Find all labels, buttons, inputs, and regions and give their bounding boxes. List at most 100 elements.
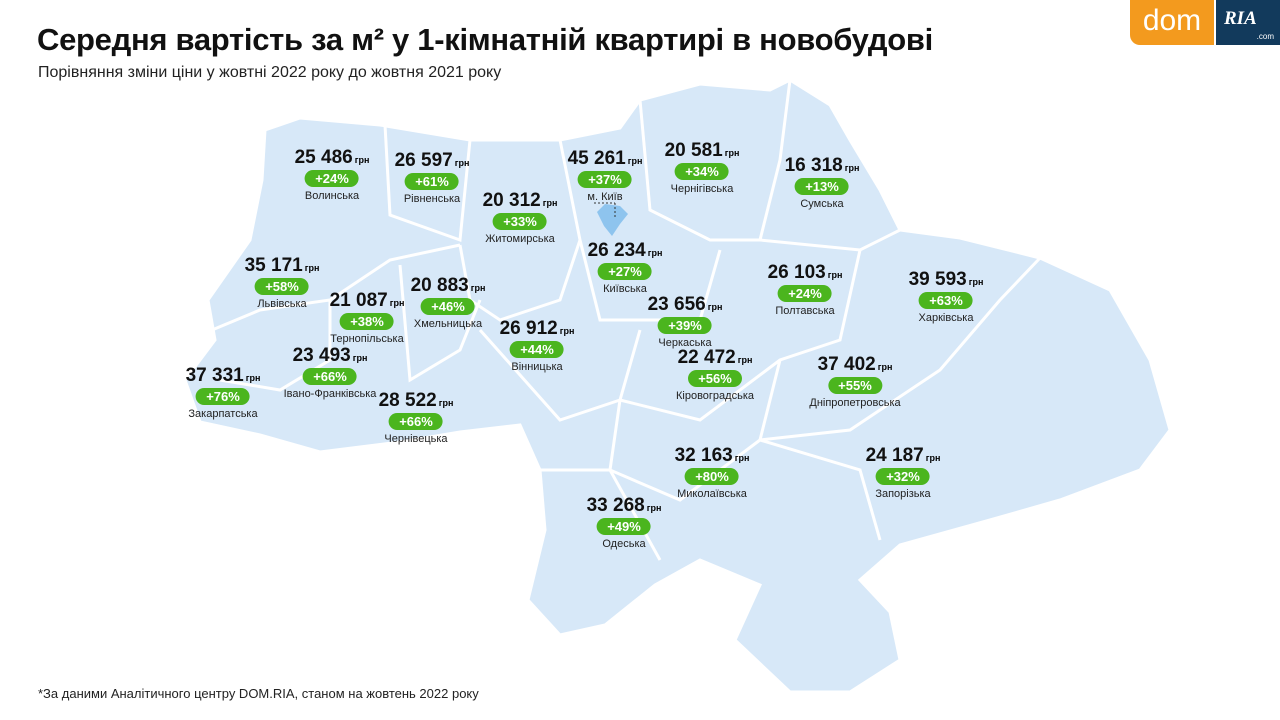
region-change-badge: +39% [658, 317, 712, 334]
kyiv-city-shape [597, 204, 628, 236]
region-price: 26 234 [587, 240, 646, 261]
region-price: 20 883 [410, 275, 469, 296]
region-unit: грн [844, 163, 860, 173]
region-price: 37 402 [817, 354, 876, 375]
region-price-line: 20 581 грн [665, 140, 740, 162]
region-label: 45 261 грн +37% м. Київ [568, 148, 643, 203]
region-unit: грн [707, 302, 723, 312]
region-label: 20 581 грн +34% Чернігівська [665, 140, 740, 195]
region-name: Рівненська [403, 193, 461, 205]
region-price: 35 171 [244, 255, 303, 276]
region-change-badge: +37% [578, 171, 632, 188]
region-price-line: 20 883 грн [411, 275, 486, 297]
region-label: 33 268 грн +49% Одеська [587, 495, 662, 550]
region-price-line: 35 171 грн [245, 255, 320, 277]
region-unit: грн [737, 355, 753, 365]
region-change-badge: +34% [675, 163, 729, 180]
region-label: 26 103 грн +24% Полтавська [768, 262, 843, 317]
region-change-badge: +13% [795, 178, 849, 195]
region-name: Чернігівська [670, 183, 734, 195]
region-unit: грн [647, 248, 663, 258]
region-price-line: 23 493 грн [284, 345, 377, 367]
region-price-line: 20 312 грн [483, 190, 558, 212]
region-label: 25 486 грн +24% Волинська [295, 147, 370, 202]
region-name: Запорізька [875, 488, 931, 500]
region-name: Київська [603, 283, 647, 295]
region-label: 21 087 грн +38% Тернопільська [330, 290, 405, 345]
region-name: Одеська [602, 538, 646, 550]
region-price: 39 593 [908, 269, 967, 290]
region-price-line: 26 103 грн [768, 262, 843, 284]
page-subtitle: Порівняння зміни ціни у жовтні 2022 року… [38, 64, 502, 81]
region-unit: грн [559, 326, 575, 336]
footnote: *За даними Аналітичного центру DOM.RIA, … [38, 686, 479, 701]
region-unit: грн [438, 398, 454, 408]
region-price: 26 103 [767, 262, 826, 283]
region-unit: грн [542, 198, 558, 208]
region-label: 26 234 грн +27% Київська [588, 240, 663, 295]
region-label: 39 593 грн +63% Харківська [909, 269, 984, 324]
region-name: Дніпропетровська [809, 397, 901, 409]
region-price: 24 187 [865, 445, 924, 466]
region-name: Волинська [304, 190, 360, 202]
region-price: 26 597 [394, 150, 453, 171]
region-change-badge: +27% [598, 263, 652, 280]
region-change-badge: +32% [876, 468, 930, 485]
region-name: Хмельницька [413, 318, 483, 330]
region-unit: грн [724, 148, 740, 158]
region-price-line: 16 318 грн [785, 155, 860, 177]
region-price: 45 261 [567, 148, 626, 169]
region-name: Тернопільська [330, 333, 404, 345]
region-change-badge: +24% [305, 170, 359, 187]
region-price-line: 39 593 грн [909, 269, 984, 291]
region-label: 22 472 грн +56% Кіровоградська [676, 347, 754, 402]
region-price-line: 26 597 грн [395, 150, 470, 172]
region-name: Полтавська [775, 305, 835, 317]
region-unit: грн [734, 453, 750, 463]
region-price: 37 331 [185, 365, 244, 386]
region-name: Львівська [257, 298, 307, 310]
region-change-badge: +66% [389, 413, 443, 430]
region-unit: грн [354, 155, 370, 165]
region-price: 28 522 [378, 390, 437, 411]
logo-dom: dom [1130, 0, 1214, 45]
region-price: 26 912 [499, 318, 558, 339]
region-change-badge: +58% [255, 278, 309, 295]
region-label: 35 171 грн +58% Львівська [245, 255, 320, 310]
region-name: Закарпатська [188, 408, 258, 420]
region-unit: грн [245, 373, 261, 383]
region-change-badge: +44% [510, 341, 564, 358]
region-label: 23 493 грн +66% Івано-Франківська [284, 345, 377, 400]
region-change-badge: +63% [919, 292, 973, 309]
region-price: 22 472 [677, 347, 736, 368]
region-unit: грн [827, 270, 843, 280]
region-unit: грн [627, 156, 643, 166]
region-unit: грн [877, 362, 893, 372]
region-change-badge: +46% [421, 298, 475, 315]
region-change-badge: +56% [688, 370, 742, 387]
region-price-line: 23 656 грн [648, 294, 723, 316]
region-change-badge: +24% [778, 285, 832, 302]
region-price-line: 37 402 грн [809, 354, 900, 376]
region-change-badge: +76% [196, 388, 250, 405]
region-name: м. Київ [587, 191, 623, 203]
logo-ria-text: RIA [1224, 8, 1257, 29]
region-name: Миколаївська [677, 488, 747, 500]
region-unit: грн [968, 277, 984, 287]
region-label: 26 912 грн +44% Вінницька [500, 318, 575, 373]
region-price-line: 45 261 грн [568, 148, 643, 170]
region-price: 23 656 [647, 294, 706, 315]
region-unit: грн [352, 353, 368, 363]
region-label: 24 187 грн +32% Запорізька [866, 445, 941, 500]
region-price-line: 28 522 грн [379, 390, 454, 412]
region-name: Сумська [800, 198, 844, 210]
region-name: Черкаська [658, 337, 712, 349]
region-label: 37 331 грн +76% Закарпатська [186, 365, 261, 420]
region-unit: грн [925, 453, 941, 463]
region-price-line: 37 331 грн [186, 365, 261, 387]
region-label: 16 318 грн +13% Сумська [785, 155, 860, 210]
region-price: 21 087 [329, 290, 388, 311]
region-price-line: 22 472 грн [676, 347, 754, 369]
region-price: 32 163 [674, 445, 733, 466]
region-label: 28 522 грн +66% Чернівецька [379, 390, 454, 445]
